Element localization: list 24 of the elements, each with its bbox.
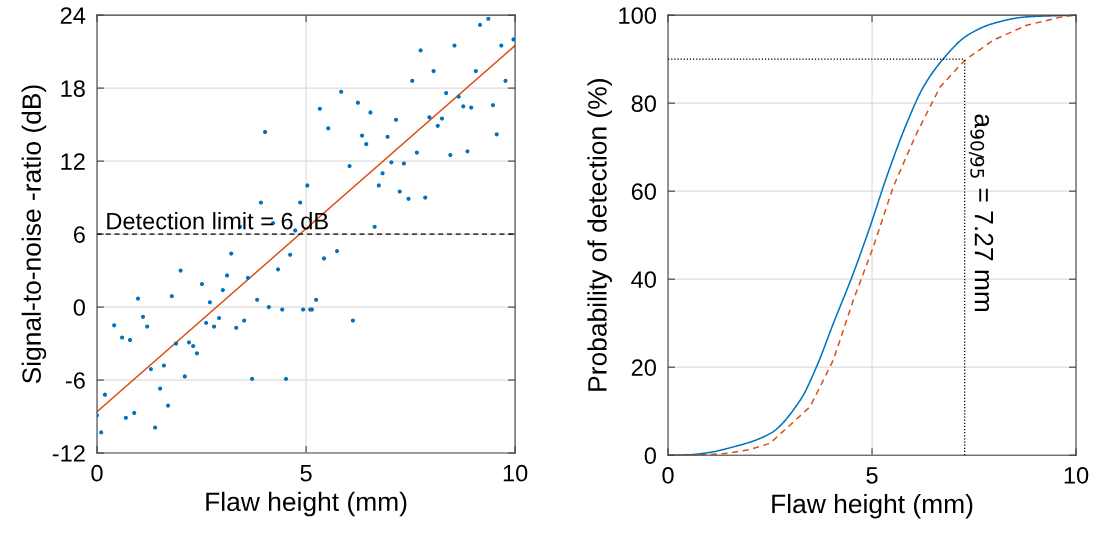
y-tick-label: 20 xyxy=(631,359,656,376)
y-tick-label: 100 xyxy=(619,7,656,24)
x-tick-label: 5 xyxy=(300,465,312,482)
ref-line-label: a$_{90/95}$ = 7.27 mm xyxy=(968,114,994,312)
y-tick-label: 6 xyxy=(73,226,85,243)
x-tick-label: 10 xyxy=(1064,466,1089,484)
x-tick-label: 5 xyxy=(866,467,878,484)
y-axis-title: Probability of detection (%) xyxy=(587,79,612,391)
y-tick-label: 60 xyxy=(631,183,656,200)
y-tick-label: 12 xyxy=(61,153,85,170)
y-tick-label: 24 xyxy=(60,7,86,24)
x-axis-title: Flaw height (mm) xyxy=(206,491,407,517)
y-tick-label: -6 xyxy=(65,372,85,389)
x-tick-label: 0 xyxy=(662,466,674,484)
y-tick-label: 0 xyxy=(644,447,656,465)
x-tick-label: 10 xyxy=(503,464,528,482)
y-tick-label: 40 xyxy=(631,271,656,288)
y-tick-label: 80 xyxy=(631,95,656,112)
y-axis-title: Signal-to-noise -ratio (dB) xyxy=(21,85,47,384)
y-tick-label: -12 xyxy=(52,445,85,462)
x-tick-label: 0 xyxy=(91,464,103,482)
y-tick-label: 18 xyxy=(61,80,85,97)
y-tick-label: 0 xyxy=(73,299,85,316)
x-axis-title: Flaw height (mm) xyxy=(772,493,973,519)
